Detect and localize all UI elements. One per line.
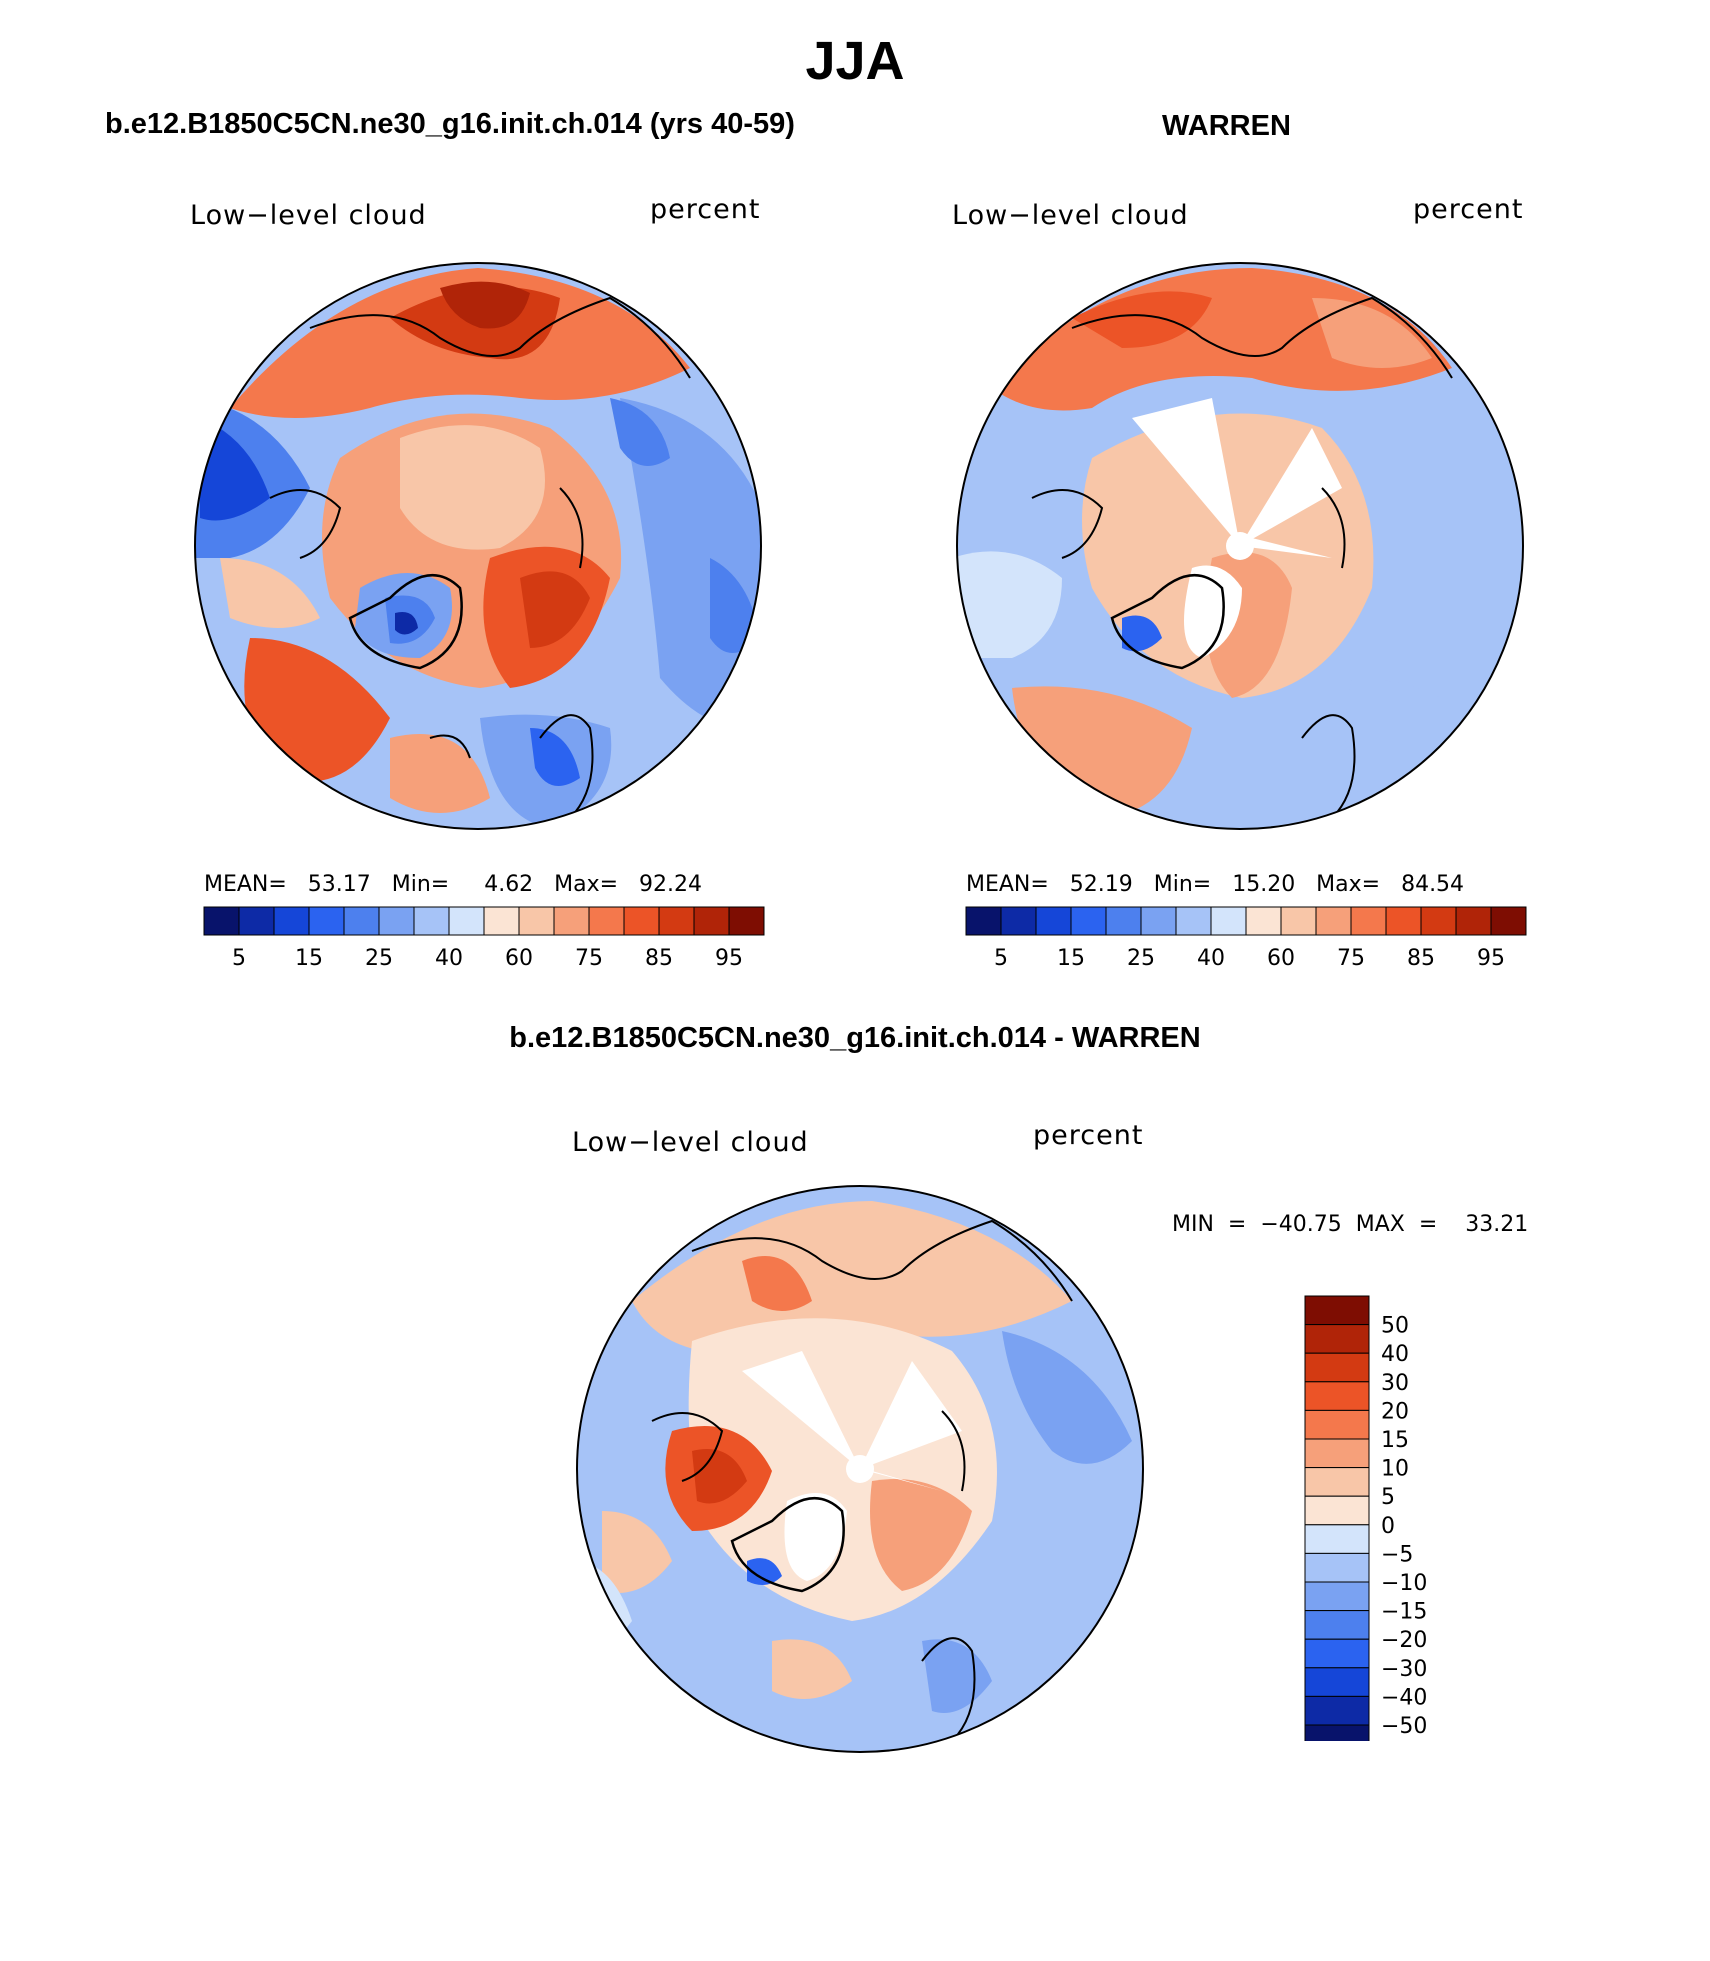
left-colorbar-swatch-5 xyxy=(378,906,415,936)
right-colorbar-swatch-12 xyxy=(1385,906,1422,936)
left-colorbar-swatch-3 xyxy=(308,906,345,936)
right-colorbar-swatch-8 xyxy=(1245,906,1282,936)
diff-colorbar-swatch-15 xyxy=(1304,1724,1370,1741)
diff-units-label: percent xyxy=(1033,1120,1144,1151)
left-colorbar-tick-label: 15 xyxy=(295,946,323,971)
right-units-label: percent xyxy=(1413,194,1524,225)
right-polar-map xyxy=(956,262,1524,830)
diff-colorbar-swatch-4 xyxy=(1304,1409,1370,1440)
left-colorbar-tick-label: 25 xyxy=(365,946,393,971)
diff-colorbar-swatch-5 xyxy=(1304,1438,1370,1469)
right-panel-heading: WARREN xyxy=(1162,110,1291,142)
right-variable-label: Low−level cloud xyxy=(952,200,1189,231)
diff-colorbar-tick-label: −50 xyxy=(1381,1714,1427,1739)
left-colorbar-tick-label: 60 xyxy=(505,946,533,971)
right-colorbar-swatch-11 xyxy=(1350,906,1387,936)
figure-title: JJA xyxy=(805,31,905,91)
diff-colorbar-swatch-2 xyxy=(1304,1352,1370,1383)
left-colorbar-swatch-11 xyxy=(588,906,625,936)
diff-colorbar-swatch-7 xyxy=(1304,1495,1370,1526)
diff-colorbar-tick-label: −15 xyxy=(1381,1600,1427,1625)
diff-colorbar-tick-label: 0 xyxy=(1381,1514,1395,1539)
diff-colorbar-tick-label: −5 xyxy=(1381,1542,1413,1567)
diff-colorbar-swatch-14 xyxy=(1304,1695,1370,1726)
diff-colorbar-tick-label: −20 xyxy=(1381,1628,1427,1653)
left-stats: MEAN= 53.17 Min= 4.62 Max= 92.24 xyxy=(204,872,703,897)
right-colorbar-swatch-13 xyxy=(1420,906,1457,936)
diff-colorbar-swatch-10 xyxy=(1304,1581,1370,1612)
diff-colorbar-swatch-1 xyxy=(1304,1324,1370,1354)
diff-colorbar-swatch-12 xyxy=(1304,1638,1370,1669)
right-colorbar-tick-label: 5 xyxy=(994,946,1008,971)
diff-colorbar-swatch-9 xyxy=(1304,1552,1370,1583)
right-colorbar-swatch-6 xyxy=(1175,906,1212,936)
right-colorbar: 5 15 25 40 60 75 85 95 xyxy=(965,906,1527,971)
right-colorbar-tick-label: 85 xyxy=(1407,946,1435,971)
diff-colorbar-tick-label: 40 xyxy=(1381,1342,1409,1367)
diff-variable-label: Low−level cloud xyxy=(572,1127,809,1158)
right-colorbar-tick-label: 40 xyxy=(1197,946,1225,971)
left-colorbar-swatch-12 xyxy=(623,906,660,936)
diff-colorbar-tick-label: 30 xyxy=(1381,1371,1409,1396)
left-panel-heading: b.e12.B1850C5CN.ne30_g16.init.ch.014 (yr… xyxy=(105,108,795,140)
right-colorbar-swatch-2 xyxy=(1035,906,1072,936)
right-colorbar-swatch-9 xyxy=(1280,906,1317,936)
left-colorbar-swatch-10 xyxy=(553,906,590,936)
left-colorbar-tick-label: 75 xyxy=(575,946,603,971)
right-colorbar-swatch-15 xyxy=(1490,906,1527,936)
diff-colorbar-tick-label: −10 xyxy=(1381,1571,1427,1596)
diff-panel-heading: b.e12.B1850C5CN.ne30_g16.init.ch.014 - W… xyxy=(509,1022,1201,1054)
right-colorbar-tick-label: 75 xyxy=(1337,946,1365,971)
left-units-label: percent xyxy=(650,194,761,225)
diff-colorbar-swatch-3 xyxy=(1304,1381,1370,1411)
right-colorbar-tick-label: 25 xyxy=(1127,946,1155,971)
right-colorbar-swatch-0 xyxy=(965,906,1002,936)
left-colorbar-swatch-8 xyxy=(483,906,520,936)
diff-colorbar-tick-label: −30 xyxy=(1381,1657,1427,1682)
left-colorbar-swatch-7 xyxy=(448,906,485,936)
right-colorbar-tick-label: 95 xyxy=(1477,946,1505,971)
right-colorbar-swatch-1 xyxy=(1000,906,1037,936)
left-colorbar-tick-label: 40 xyxy=(435,946,463,971)
right-colorbar-swatch-3 xyxy=(1070,906,1107,936)
right-colorbar-tick-label: 15 xyxy=(1057,946,1085,971)
left-colorbar-swatch-1 xyxy=(238,906,275,936)
right-colorbar-tick-label: 60 xyxy=(1267,946,1295,971)
diff-colorbar-tick-label: 5 xyxy=(1381,1485,1395,1510)
left-colorbar-swatch-9 xyxy=(518,906,555,936)
diff-colorbar-swatch-6 xyxy=(1304,1467,1370,1497)
right-stats: MEAN= 52.19 Min= 15.20 Max= 84.54 xyxy=(966,872,1465,897)
left-colorbar-swatch-2 xyxy=(273,906,310,936)
left-colorbar-tick-label: 85 xyxy=(645,946,673,971)
left-polar-map xyxy=(194,262,762,830)
right-colorbar-swatch-4 xyxy=(1105,906,1142,936)
left-colorbar: 5 15 25 40 60 75 85 95 xyxy=(203,906,765,971)
left-colorbar-swatch-4 xyxy=(343,906,380,936)
diff-colorbar-tick-label: 10 xyxy=(1381,1457,1409,1482)
right-colorbar-swatch-14 xyxy=(1455,906,1492,936)
diff-colorbar-swatch-0 xyxy=(1304,1295,1370,1326)
right-colorbar-swatch-10 xyxy=(1315,906,1352,936)
left-colorbar-tick-label: 5 xyxy=(232,946,246,971)
left-colorbar-swatch-13 xyxy=(658,906,695,936)
diff-colorbar-tick-label: −40 xyxy=(1381,1685,1427,1710)
left-colorbar-tick-label: 95 xyxy=(715,946,743,971)
left-colorbar-swatch-6 xyxy=(413,906,450,936)
diff-colorbar-swatch-8 xyxy=(1304,1524,1370,1554)
left-colorbar-swatch-0 xyxy=(203,906,240,936)
diff-colorbar-tick-label: 50 xyxy=(1381,1314,1409,1339)
left-variable-label: Low−level cloud xyxy=(190,200,427,231)
right-colorbar-swatch-5 xyxy=(1140,906,1177,936)
diff-stats: MIN = −40.75 MAX = 33.21 xyxy=(1172,1212,1529,1237)
diff-polar-map xyxy=(576,1185,1144,1753)
diff-colorbar-tick-label: 20 xyxy=(1381,1399,1409,1424)
left-colorbar-swatch-15 xyxy=(728,906,765,936)
right-colorbar-swatch-7 xyxy=(1210,906,1247,936)
left-colorbar-swatch-14 xyxy=(693,906,730,936)
diff-colorbar-swatch-13 xyxy=(1304,1667,1370,1697)
diff-colorbar-tick-label: 15 xyxy=(1381,1428,1409,1453)
diff-colorbar-swatch-11 xyxy=(1304,1610,1370,1640)
